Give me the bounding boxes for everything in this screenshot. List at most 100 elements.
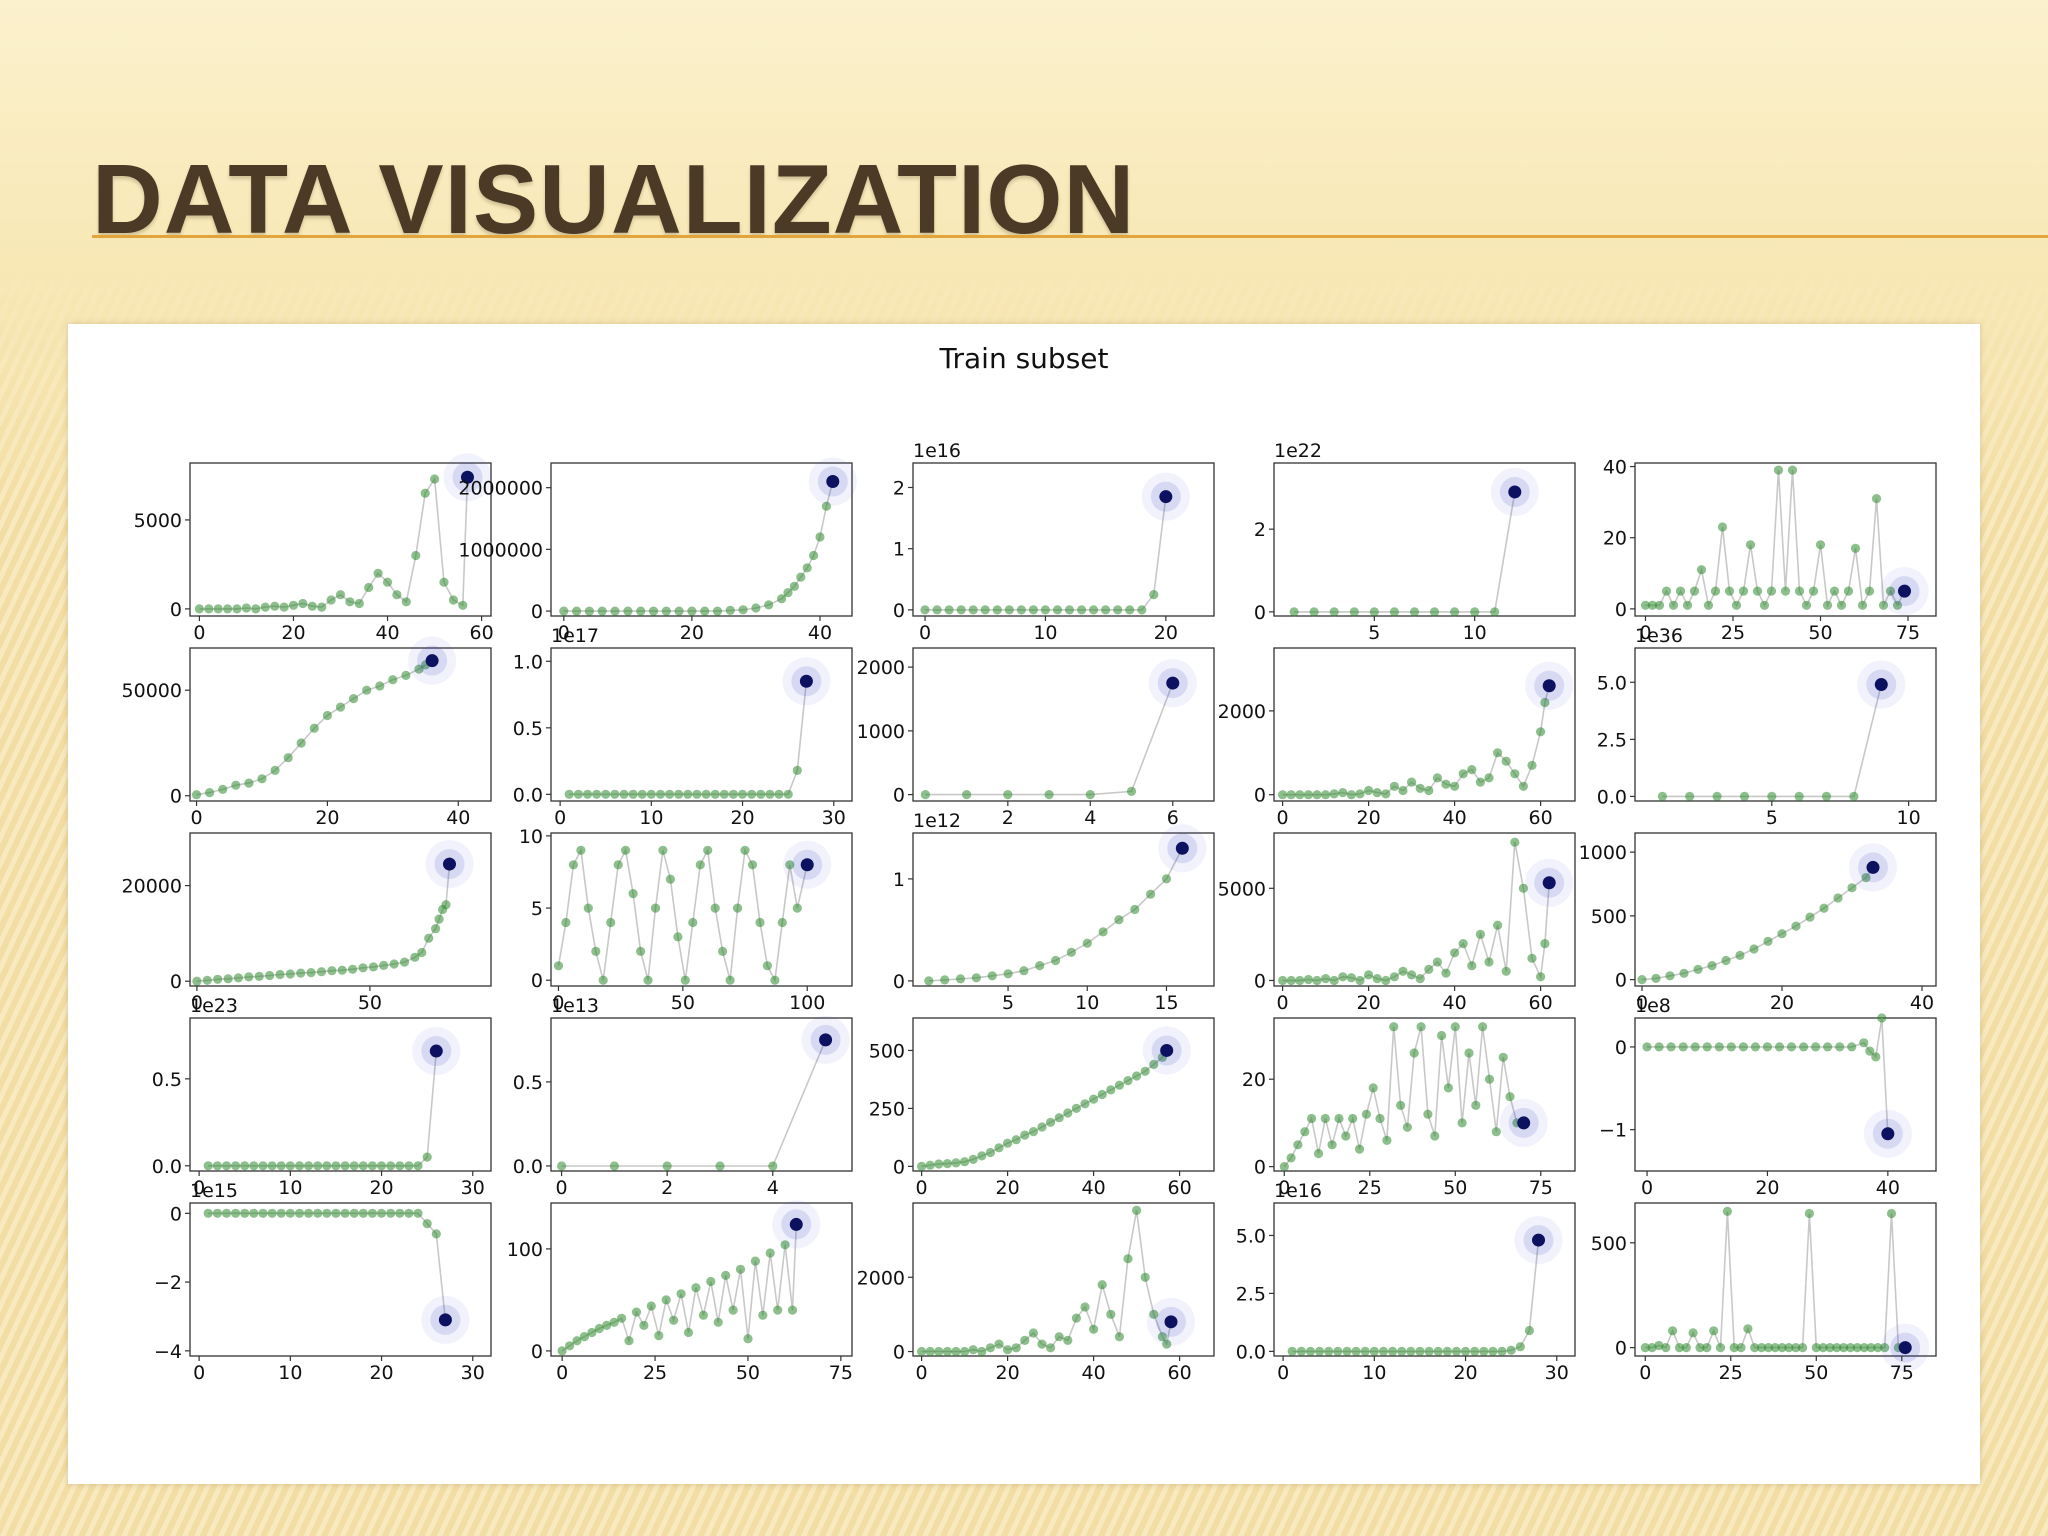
data-point [424,933,434,943]
data-point [1843,586,1854,596]
data-point [665,874,676,884]
data-point [1351,1346,1361,1356]
data-point [1441,968,1451,978]
data-point [1651,973,1661,984]
data-point [758,1310,768,1320]
data-point [698,1310,709,1320]
subplot-14: 0 20 40 60 0 5000 [1218,832,1576,1014]
x-tick-label: 0 [1639,622,1651,644]
data-point [719,789,729,799]
data-point [1808,586,1819,596]
data-point [213,604,223,614]
data-point [1822,600,1833,610]
data-point [1835,1042,1845,1052]
data-point [1501,966,1511,976]
data-point [1668,1326,1678,1336]
data-point [1293,1140,1303,1150]
axis-multiplier-label: 1e22 [1274,440,1322,462]
data-point [1689,586,1700,596]
x-tick-label: 0 [1278,1177,1290,1199]
data-point [231,1208,241,1218]
data-point [565,1341,575,1351]
data-point [1106,1085,1116,1095]
data-point [326,595,336,605]
subplot-1: 0 20 40 60 0 5000 [134,453,494,644]
series-line [1282,685,1550,796]
data-point [940,975,950,985]
y-tick-label: 0 [1615,599,1627,621]
axes-frame [912,1202,1215,1357]
data-point [1823,1042,1833,1052]
data-point [231,780,241,790]
data-point [285,1161,295,1171]
figure-title: Train subset [939,342,1109,375]
target-point [429,1044,443,1058]
data-point [1762,1042,1772,1052]
data-point [1467,765,1477,775]
data-point [395,1161,405,1171]
data-point [203,1208,213,1218]
data-point [1295,790,1305,800]
data-point [1140,1272,1150,1282]
data-point [1035,961,1045,971]
data-point [1654,1042,1664,1052]
data-point [557,1346,567,1356]
data-point [712,606,723,616]
data-point [1493,920,1503,930]
data-point [1114,915,1124,925]
data-point [942,1346,953,1357]
data-point [1877,1013,1887,1023]
x-tick-label: 0 [1639,1362,1651,1384]
data-point [692,789,702,799]
data-point [249,1161,259,1171]
data-point [1471,1100,1481,1110]
data-point [802,563,812,573]
data-point [815,532,825,542]
data-point [1028,605,1038,615]
x-tick-label: 20 [369,1177,393,1199]
subplot-15: 0 20 40 0 500 1000 [1579,832,1937,1014]
data-point [431,924,441,934]
data-point [441,900,451,910]
y-tick-label: 500 [1591,906,1627,928]
axes-frame [1273,462,1576,617]
data-point [1101,605,1111,615]
data-point [597,606,607,616]
axes-frame [912,647,1215,802]
data-point [591,946,601,957]
data-point [951,1346,961,1357]
x-tick-label: 60 [1168,1362,1192,1384]
series-line [208,1212,447,1320]
x-tick-label: 75 [1529,1177,1553,1199]
x-tick-label: 50 [671,992,695,1014]
y-tick-label: 100 [507,1239,543,1261]
data-point [613,860,623,870]
data-point [1286,790,1296,800]
data-point [306,968,316,978]
data-point [1123,1254,1133,1264]
data-point [738,605,748,615]
data-point [1286,1153,1296,1163]
data-point [1286,975,1296,986]
data-point [379,960,389,971]
data-point [1815,540,1826,550]
axes-frame [1273,1017,1576,1172]
data-point [349,1161,359,1171]
data-point [1146,889,1156,899]
data-point [628,889,638,899]
subplot-13: 5 10 15 0 1 1e12 [893,810,1215,1014]
series-line [1645,470,1906,609]
x-tick-label: 60 [1168,1177,1192,1199]
data-point [917,1161,927,1171]
y-tick-label: 40 [1603,457,1627,479]
data-point [756,789,766,799]
target-point [799,674,813,688]
x-tick-label: 25 [643,1362,667,1384]
data-point [809,550,819,561]
data-point [743,1334,753,1344]
data-point [212,1161,222,1171]
data-point [992,605,1002,615]
data-point [1666,1042,1676,1052]
data-point [1397,1346,1407,1356]
data-point [774,789,784,799]
